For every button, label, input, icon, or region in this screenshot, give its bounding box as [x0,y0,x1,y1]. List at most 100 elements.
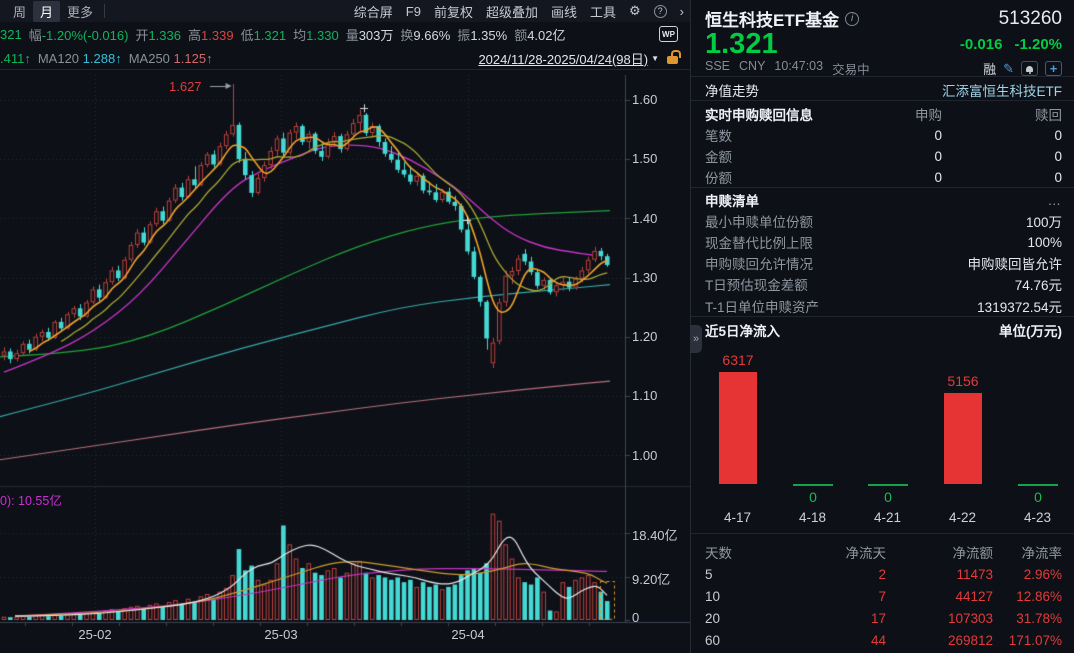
realtime-header: 实时申购赎回信息 申购 赎回 [705,108,1062,123]
flow-bar-group: 00 [783,340,843,505]
tab-week[interactable]: 周 [13,4,27,20]
list-row: 申购赎回允许情况 申购赎回皆允许 [705,257,1062,272]
flow-table-header: 天数 净流天 净流额 净流率 [705,546,1062,561]
info-icon[interactable]: i [845,11,860,26]
panel-collapse-icon[interactable]: » [690,325,702,353]
price-tick: 1.20 [632,329,658,344]
chart-toolbar: 周 月 更多 综合屏 F9 前复权 超级叠加 画线 工具 ⚙ ? › 321 [0,0,690,70]
toolbar-menu: 综合屏 F9 前复权 超级叠加 画线 工具 ⚙ ? › [354,2,684,21]
divider [691,316,1074,317]
menu-f9[interactable]: F9 [405,3,421,19]
price-tick: 1.60 [632,92,658,107]
exchange-label: SSE [705,59,731,73]
gear-icon[interactable]: ⚙ [629,3,641,18]
ma60-legend: .411↑ [0,50,31,66]
market-meta-row: SSE CNY 10:47:03 交易中 融 ✎ + [705,59,1062,78]
menu-tools[interactable]: 工具 [589,4,616,20]
table-row: 60 44 269812 171.07% [705,632,1062,648]
list-row: 现金替代比例上限 100% [705,234,1062,252]
chevron-right-icon[interactable]: › [679,3,684,19]
table-row: 20 17 107303 31.78% [705,610,1062,626]
volume-tick: 9.20亿 [632,572,671,587]
month-label: 25-02 [78,627,112,642]
kline-chart-canvas[interactable] [0,0,690,653]
market-meta: SSE CNY 10:47:03 交易中 [705,59,870,78]
price-tick: 1.40 [632,211,658,226]
realtime-row-count: 笔数 0 0 [705,127,1062,145]
ma120-legend: MA120 1.288↑ [37,50,122,66]
stat-amount: 额4.02亿 [514,27,566,43]
date-range-selector[interactable]: 2024/11/28-2025/04/24(98日) [478,51,649,67]
realtime-row-shares: 份额 0 0 [705,169,1062,187]
flow-bar-group: 00 [858,340,918,505]
tab-month[interactable]: 月 [33,0,61,22]
stat-open: 开1.336 [135,27,181,43]
pencil-icon[interactable]: ✎ [1003,60,1014,76]
stat-turnover: 换9.66% [400,27,451,43]
tab-more[interactable]: 更多 [67,4,94,20]
add-to-watchlist-icon[interactable]: + [1045,61,1062,76]
bell-icon[interactable] [1021,61,1038,76]
unlock-icon[interactable] [667,49,681,64]
net-inflow-bar-chart: 63176317 00 00 51565156 00 [691,340,1074,505]
divider [691,187,1074,188]
stat-avg: 均1.330 [293,27,339,43]
table-row: 10 7 44127 12.86% [705,588,1062,604]
underlying-fund-name[interactable]: 汇添富恒生科技ETF [942,84,1062,99]
volume-tick: 0 [632,610,640,625]
realtime-row-amount: 金额 0 0 [705,148,1062,166]
quote-side-panel: » 恒生科技ETF基金 i 513260 1.321 -0.016 -1.20% S… [690,0,1074,653]
menu-super-overlay[interactable]: 超级叠加 [485,4,538,20]
stat-amplitude: 幅-1.20%(-0.016) [28,27,129,43]
table-row: 5 2 11473 2.96% [705,566,1062,582]
high-price-annotation: 1.627 [169,79,202,94]
ma-legend-row: .411↑ MA120 1.288↑ MA250 1.125↑ 2024/11/… [0,46,690,70]
fund-title-row: 恒生科技ETF基金 i 513260 [705,6,1062,31]
wp-icon[interactable]: WP [659,26,678,42]
quote-time: 10:47:03 [774,59,824,73]
list-row: T-1日单位申赎资产 1319372.54元 [705,300,1062,315]
currency-label: CNY [739,59,766,73]
volume-ma-label: 0): 10.55亿 [0,494,62,508]
menu-composite-screen[interactable]: 综合屏 [353,4,393,20]
month-label: 25-04 [451,627,485,642]
stat-swing: 振1.35% [457,27,508,43]
kline-pane: 周 月 更多 综合屏 F9 前复权 超级叠加 画线 工具 ⚙ ? › 321 [0,0,690,653]
quote-stats-row: 321 幅-1.20%(-0.016) 开1.336 高1.339 低1.321… [0,22,690,46]
price-tick: 1.10 [632,388,658,403]
menu-draw-line[interactable]: 画线 [550,4,577,20]
caret-down-icon[interactable]: ▼ [651,53,659,63]
flow-date-row: 4-17 4-18 4-21 4-22 4-23 [723,510,1052,525]
flow-bar-group: 00 [1008,340,1068,505]
divider [691,533,1074,534]
menu-forward-adjusted[interactable]: 前复权 [433,4,473,20]
flow-bar-group: 63176317 [708,340,768,484]
fund-code: 513260 [998,7,1062,29]
price-change: -0.016 -1.20% [959,35,1062,53]
tab-separator [104,4,106,18]
nav-trend-label: 净值走势 [705,84,759,99]
flows-header: 近5日净流入 单位(万元) [705,320,1062,340]
quick-action-icons: 融 ✎ + [983,59,1062,78]
trading-status: 交易中 [832,63,870,77]
more-icon[interactable]: … [1047,192,1062,208]
period-tab-row: 周 月 更多 综合屏 F9 前复权 超级叠加 画线 工具 ⚙ ? › [0,0,690,22]
stat-volume: 量303万 [345,27,394,43]
flow-summary-table: 天数 净流天 净流额 净流率 5 2 11473 2.96% 10 7 4412… [705,541,1062,651]
volume-tick: 18.40亿 [632,528,678,543]
stat-high: 高1.339 [188,27,234,43]
flows-unit: 单位(万元) [999,324,1062,339]
fund-name: 恒生科技ETF基金 i [705,6,860,31]
ma250-legend: MA250 1.125↑ [128,50,213,66]
price-tick: 1.50 [632,151,658,166]
stat-close: 321 [0,26,22,42]
margin-flag: 融 [983,62,997,77]
price-tick: 1.30 [632,270,658,285]
creation-list-header: 申赎清单 … [705,192,1062,210]
divider [691,76,1074,77]
help-icon[interactable]: ? [653,4,667,18]
price-tick: 1.00 [632,448,658,463]
price-row: 1.321 -0.016 -1.20% [705,29,1062,59]
month-label: 25-03 [264,627,298,642]
nav-trend-row[interactable]: 净值走势 汇添富恒生科技ETF [705,80,1062,100]
